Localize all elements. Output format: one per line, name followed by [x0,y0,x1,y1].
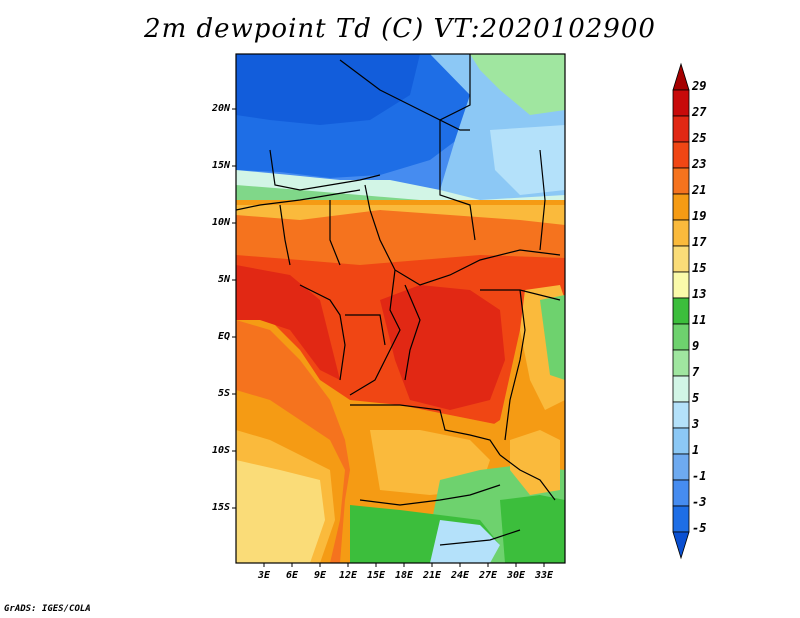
colorbar-label: 1 [692,443,700,457]
colorbar-segment [672,245,690,273]
colorbar-label: -1 [692,469,707,483]
lon-label-9e: 9E [313,570,327,581]
colorbar-label: 13 [692,287,707,301]
lat-label-eq: EQ [217,331,230,342]
lon-label-27e: 27E [478,570,498,581]
colorbar-label: 17 [692,235,707,249]
colorbar-label: 7 [692,365,700,379]
colorbar-label: 11 [692,313,707,327]
colorbar-bottom-triangle [672,531,690,560]
colorbar-segment [672,505,690,533]
colorbar-label: 23 [692,157,707,171]
lat-label-10n: 10N [211,217,230,228]
country-borders [236,54,561,546]
lon-label-24e: 24E [450,570,470,581]
colorbar-segment [672,271,690,299]
lat-label-15s: 15S [211,502,230,513]
lon-label-6e: 6E [285,570,299,581]
colorbar-label: -5 [692,521,707,535]
colorbar-label: 25 [692,131,707,145]
colorbar-segment [672,115,690,143]
colorbar-segment [672,453,690,481]
colorbar-segment [672,401,690,429]
colorbar-top-triangle [672,62,690,91]
colorbar-segment [672,375,690,403]
colorbar-segment [672,167,690,195]
colorbar-label: 29 [692,79,707,93]
colorbar-label: 5 [692,391,700,405]
lon-label-15e: 15E [366,570,386,581]
colorbar-segment [672,89,690,117]
lat-label-20n: 20N [211,103,230,114]
colorbar-segment [672,141,690,169]
colorbar [672,62,690,560]
lat-label-15n: 15N [211,160,230,171]
longitude-ticks [263,563,545,567]
colorbar-segment [672,427,690,455]
map-title: 2m dewpoint Td (C) VT:2020102900 [144,14,656,44]
latitude-ticks [232,108,236,509]
lat-label-10s: 10S [211,445,230,456]
colorbar-label: 3 [692,417,700,431]
colorbar-label: 27 [692,105,707,119]
colorbar-segment [672,323,690,351]
colorbar-label: 15 [692,261,707,275]
colorbar-label: -3 [692,495,707,509]
colorbar-segment [672,193,690,221]
lon-label-33e: 33E [534,570,554,581]
colorbar-segment [672,479,690,507]
map-frame [235,53,566,564]
colorbar-segment [672,297,690,325]
lon-label-18e: 18E [394,570,414,581]
colorbar-label: 19 [692,209,707,223]
lon-label-12e: 12E [338,570,358,581]
lat-label-5n: 5N [217,274,230,285]
lat-label-5s: 5S [217,388,230,399]
dewpoint-field [236,54,565,563]
credit-text: GrADS: IGES/COLA [4,604,91,614]
colorbar-label: 9 [692,339,700,353]
lon-label-21e: 21E [422,570,442,581]
lon-label-3e: 3E [257,570,271,581]
colorbar-segment [672,349,690,377]
colorbar-segment [672,219,690,247]
colorbar-label: 21 [692,183,707,197]
lon-label-30e: 30E [506,570,526,581]
